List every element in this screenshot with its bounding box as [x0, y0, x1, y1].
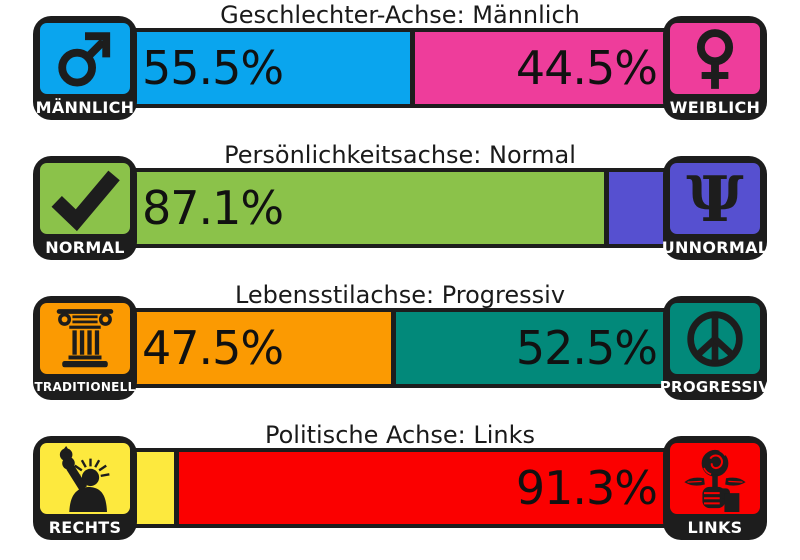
- left-badge-label: MÄNNLICH: [35, 97, 135, 117]
- axis-row: Politische Achse: Links RECHTS 91.3%: [0, 420, 800, 560]
- segment-divider: [409, 32, 415, 104]
- axis-title: Persönlichkeitsachse: Normal: [224, 141, 576, 169]
- axis-bar-row: TRADITIONELL 47.5% 52.5% PROGRESSIV: [33, 296, 771, 400]
- right-percent-value: 44.5%: [515, 41, 658, 95]
- axis-bar: 47.5% 52.5%: [134, 308, 666, 388]
- right-percent-value: 91.3%: [515, 461, 658, 515]
- left-bar-segment: 87.1%: [134, 172, 605, 244]
- left-percent-value: 87.1%: [142, 181, 284, 235]
- right-bar-segment: 52.5%: [396, 312, 666, 384]
- segment-divider: [604, 172, 610, 244]
- right-badge: LINKS: [663, 436, 767, 540]
- axis-bar: 91.3%: [134, 448, 666, 528]
- axis-row: Geschlechter-Achse: Männlich MÄNNLICH 55…: [0, 0, 800, 140]
- female-icon: [670, 26, 760, 92]
- right-badge: WEIBLICH: [663, 16, 767, 120]
- left-badge: RECHTS: [33, 436, 137, 540]
- axis-title: Politische Achse: Links: [264, 421, 536, 449]
- axis-row: Persönlichkeitsachse: Normal NORMAL 87.1…: [0, 140, 800, 280]
- left-badge-label: RECHTS: [48, 517, 122, 537]
- right-badge-panel: [670, 23, 760, 94]
- left-badge: TRADITIONELL: [33, 296, 137, 400]
- left-badge-panel: [40, 303, 130, 374]
- segment-divider: [174, 452, 180, 524]
- psi-icon: [670, 166, 760, 232]
- right-bar-segment: [609, 172, 666, 244]
- left-percent-value: 47.5%: [142, 321, 284, 375]
- axis-bar: 55.5% 44.5%: [134, 28, 666, 108]
- axis-bar-row: MÄNNLICH 55.5% 44.5% WEIBLICH: [33, 16, 767, 120]
- axis-row: Lebensstilachse: Progressiv TRADITIONELL…: [0, 280, 800, 420]
- right-bar-segment: 44.5%: [414, 32, 666, 104]
- peace-icon: [670, 306, 760, 372]
- left-bar-segment: 55.5%: [134, 32, 410, 104]
- axis-bar-row: RECHTS 91.3% LINKS: [33, 436, 767, 540]
- right-bar-segment: 91.3%: [179, 452, 666, 524]
- left-badge-panel: [40, 163, 130, 234]
- right-badge-label: UNNORMAL: [661, 237, 769, 257]
- male-icon: [40, 26, 130, 92]
- left-badge-label: TRADITIONELL: [34, 380, 136, 394]
- left-badge: MÄNNLICH: [33, 16, 137, 120]
- left-bar-segment: 47.5%: [134, 312, 392, 384]
- segment-divider: [391, 312, 397, 384]
- right-badge-panel: [670, 163, 760, 234]
- left-badge-panel: [40, 23, 130, 94]
- right-badge-label: WEIBLICH: [669, 97, 761, 117]
- left-badge: NORMAL: [33, 156, 137, 260]
- rose-fist-icon: [670, 446, 760, 512]
- checkmark-icon: [40, 166, 130, 232]
- left-badge-label: NORMAL: [45, 237, 125, 257]
- right-badge: UNNORMAL: [661, 156, 769, 260]
- right-badge-label: LINKS: [687, 517, 743, 537]
- right-badge-label: PROGRESSIV: [659, 378, 771, 396]
- axis-title: Geschlechter-Achse: Männlich: [220, 1, 580, 29]
- right-percent-value: 52.5%: [515, 321, 658, 375]
- column-icon: [40, 306, 130, 372]
- axis-title: Lebensstilachse: Progressiv: [234, 281, 566, 309]
- right-badge-panel: [670, 443, 760, 514]
- axis-bar-row: NORMAL 87.1% UNNORMAL: [33, 156, 769, 260]
- left-bar-segment: [134, 452, 175, 524]
- right-badge-panel: [670, 303, 760, 374]
- left-percent-value: 55.5%: [142, 41, 284, 95]
- right-badge: PROGRESSIV: [659, 296, 771, 400]
- statue-of-liberty-icon: [40, 446, 130, 512]
- axis-bar: 87.1%: [134, 168, 666, 248]
- left-badge-panel: [40, 443, 130, 514]
